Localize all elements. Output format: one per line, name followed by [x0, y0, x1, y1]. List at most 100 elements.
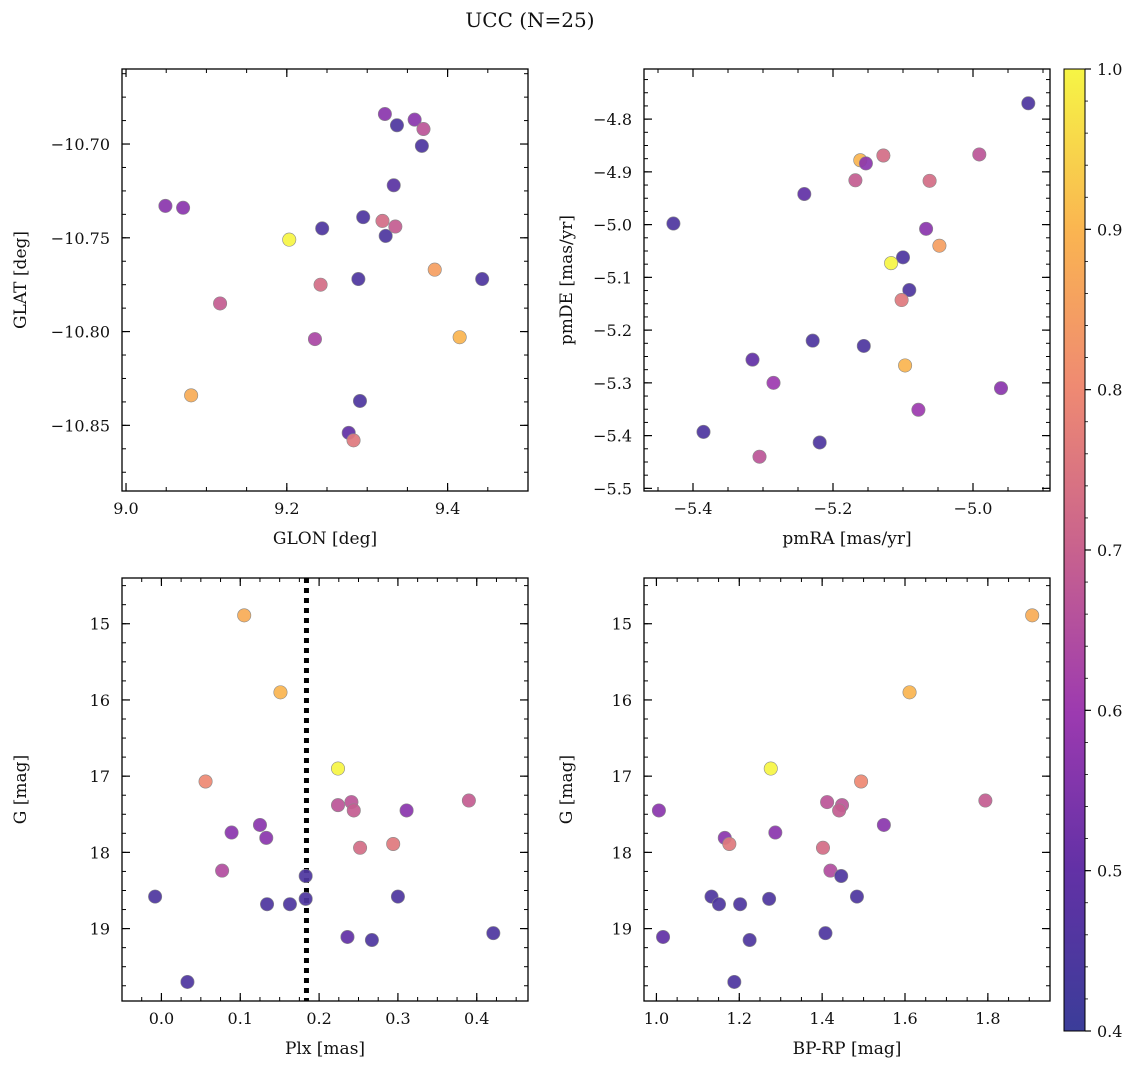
x-tick-label: 0.3	[385, 1009, 410, 1028]
scatter-point	[894, 293, 909, 308]
panels: 9.0 9.2 9.4 −10.70 −10.75 −10.80 −10.85 GLON [d…	[11, 68, 1051, 1059]
scatter-point	[696, 424, 711, 439]
y-tick-label: 18	[612, 843, 632, 862]
y-tick-label: 18	[90, 843, 110, 862]
scatter-point	[346, 433, 361, 448]
scatter-point	[386, 178, 401, 193]
y-tick-label: −10.85	[51, 416, 110, 435]
scatter-point	[331, 798, 346, 813]
x-tick-label: 0.1	[228, 1009, 253, 1028]
scatter-point	[215, 863, 230, 878]
x-axis-label: Plx [mas]	[285, 1039, 365, 1059]
scatter-point	[818, 926, 833, 941]
scatter-point	[377, 107, 392, 122]
scatter-point	[184, 388, 199, 403]
scatter-point	[298, 891, 313, 906]
scatter-point	[313, 277, 328, 292]
panel-glon-glat: 9.0 9.2 9.4 −10.70 −10.75 −10.80 −10.85 GLON [d…	[11, 68, 529, 549]
scatter-point	[898, 358, 913, 373]
scatter-point	[722, 836, 737, 851]
scatter-point	[727, 974, 742, 989]
scatter-point	[884, 256, 899, 271]
y-tick-label: 15	[90, 615, 110, 634]
colorbar-gradient	[1063, 68, 1086, 1032]
scatter-point	[766, 375, 781, 390]
scatter-point	[148, 889, 163, 904]
scatter-point	[198, 774, 213, 789]
y-axis-label: G [mag]	[11, 755, 31, 824]
scatter-point	[849, 889, 864, 904]
x-tick-label: −5.0	[954, 499, 993, 518]
axes-frame	[121, 68, 529, 492]
scatter-point	[763, 761, 778, 776]
scatter-point	[815, 840, 830, 855]
scatter-point	[407, 112, 422, 127]
scatter-point	[978, 793, 993, 808]
x-tick-label: 1.8	[975, 1009, 1000, 1028]
x-tick-label: 1.4	[809, 1009, 834, 1028]
scatter-point	[1025, 608, 1040, 623]
scatter-point	[180, 974, 195, 989]
colorbar-tick-label: 1.0	[1097, 60, 1122, 79]
scatter-point	[259, 830, 274, 845]
colorbar-tick-label: 0.6	[1097, 701, 1122, 720]
scatter-point	[213, 296, 228, 311]
scatter-point	[273, 685, 288, 700]
y-tick-label: 17	[90, 767, 110, 786]
y-tick-label: −5.4	[593, 427, 632, 446]
scatter-point	[711, 897, 726, 912]
axes-frame	[643, 577, 1051, 1002]
y-tick-label: 16	[90, 691, 110, 710]
scatter-point	[922, 173, 937, 188]
y-tick-label: 19	[90, 920, 110, 939]
scatter-point	[307, 332, 322, 347]
scatter-point	[252, 817, 267, 832]
figure-title: UCC (N=25)	[465, 8, 594, 32]
scatter-point	[812, 435, 827, 450]
y-tick-label: 15	[612, 615, 632, 634]
scatter-point	[390, 889, 405, 904]
scatter-point	[282, 232, 297, 247]
scatter-point	[752, 449, 767, 464]
scatter-point	[388, 219, 403, 234]
scatter-point	[797, 187, 812, 202]
scatter-point	[651, 803, 666, 818]
panel-pmra-pmde: −5.4 −5.2 −5.0 −4.8 −4.9 −5.0 −5.1 −5.2 −5.3 −5.4…	[557, 68, 1051, 549]
y-axis-label: GLAT [deg]	[11, 231, 31, 329]
y-tick-label: −10.80	[51, 323, 110, 342]
y-tick-label: −10.75	[51, 229, 110, 248]
x-tick-label: 1.2	[727, 1009, 752, 1028]
scatter-point	[452, 330, 467, 345]
scatter-point	[745, 352, 760, 367]
scatter-point	[805, 333, 820, 348]
scatter-point	[932, 238, 947, 253]
scatter-point	[820, 795, 835, 810]
scatter-point	[375, 213, 390, 228]
scatter-point	[854, 774, 869, 789]
y-tick-label: −5.0	[593, 216, 632, 235]
scatter-point	[237, 608, 252, 623]
scatter-point	[486, 926, 501, 941]
y-tick-label: −5.3	[593, 374, 632, 393]
y-tick-label: −4.8	[593, 110, 632, 129]
scatter-point	[993, 381, 1008, 396]
scatter-point	[389, 118, 404, 133]
scatter-point	[158, 198, 173, 213]
scatter-point	[416, 122, 431, 137]
x-tick-label: −5.4	[674, 499, 713, 518]
x-axis-label: pmRA [mas/yr]	[782, 529, 911, 549]
scatter-point	[427, 262, 442, 277]
scatter-point	[340, 929, 355, 944]
x-tick-label: 9.4	[435, 499, 460, 518]
x-axis-label: GLON [deg]	[273, 529, 377, 549]
scatter-point	[911, 402, 926, 417]
x-tick-label: 1.0	[644, 1009, 669, 1028]
scatter-point	[364, 933, 379, 948]
scatter-point	[475, 272, 490, 287]
scatter-point	[742, 933, 757, 948]
scatter-point	[733, 897, 748, 912]
scatter-point	[176, 200, 191, 215]
scatter-point	[352, 393, 367, 408]
axes-frame	[643, 68, 1051, 492]
